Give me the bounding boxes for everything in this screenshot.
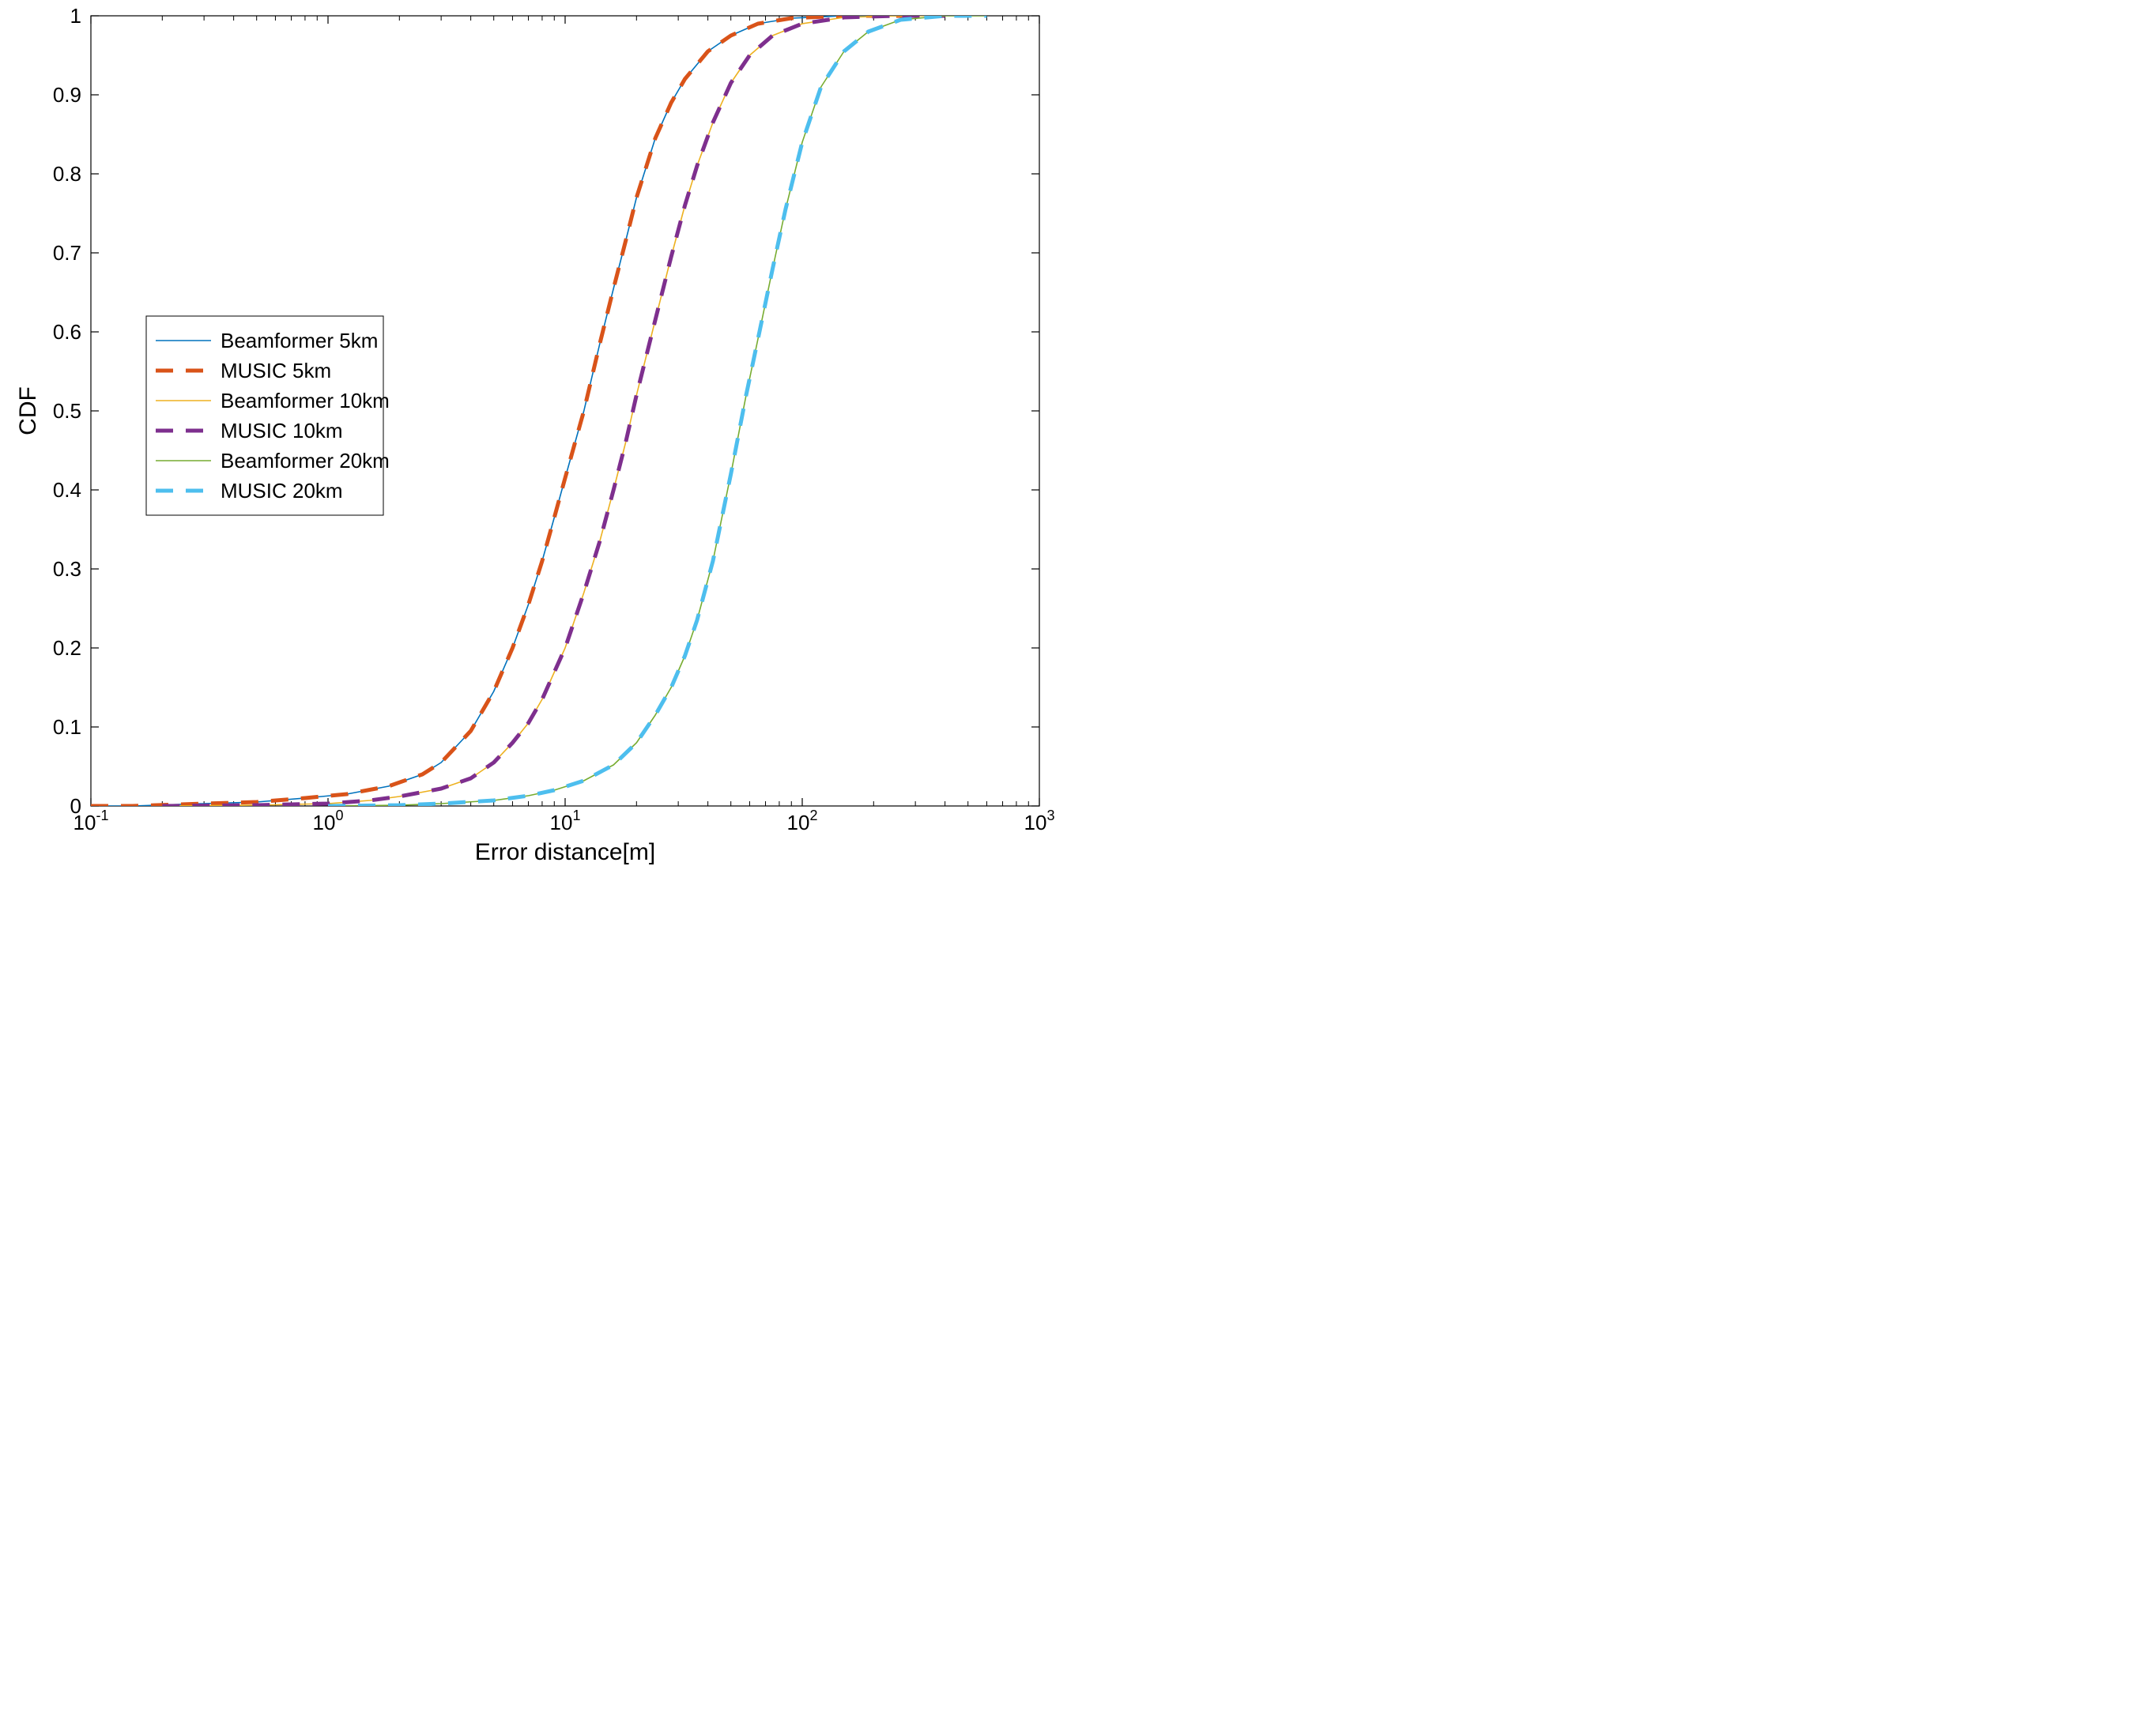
y-tick-label: 0.7 xyxy=(53,241,81,265)
legend-label: Beamformer 10km xyxy=(221,389,390,412)
y-tick-label: 0 xyxy=(70,794,81,818)
legend-label: MUSIC 5km xyxy=(221,359,331,382)
chart-svg: 10-1100101102103Error distance[m]00.10.2… xyxy=(0,0,1069,868)
cdf-chart: 10-1100101102103Error distance[m]00.10.2… xyxy=(0,0,1069,868)
chart-bg xyxy=(0,0,1069,868)
legend-label: Beamformer 5km xyxy=(221,329,378,352)
x-axis-label: Error distance[m] xyxy=(475,839,655,865)
y-tick-label: 0.3 xyxy=(53,557,81,581)
legend-label: MUSIC 20km xyxy=(221,479,343,503)
y-tick-label: 1 xyxy=(70,4,81,28)
y-tick-label: 0.5 xyxy=(53,399,81,423)
y-tick-label: 0.8 xyxy=(53,162,81,186)
y-tick-label: 0.1 xyxy=(53,715,81,739)
y-tick-label: 0.6 xyxy=(53,320,81,344)
legend-label: MUSIC 10km xyxy=(221,419,343,442)
y-tick-label: 0.9 xyxy=(53,83,81,107)
y-axis-label: CDF xyxy=(15,386,41,435)
y-tick-label: 0.2 xyxy=(53,636,81,660)
y-tick-label: 0.4 xyxy=(53,478,81,502)
legend-label: Beamformer 20km xyxy=(221,449,390,473)
